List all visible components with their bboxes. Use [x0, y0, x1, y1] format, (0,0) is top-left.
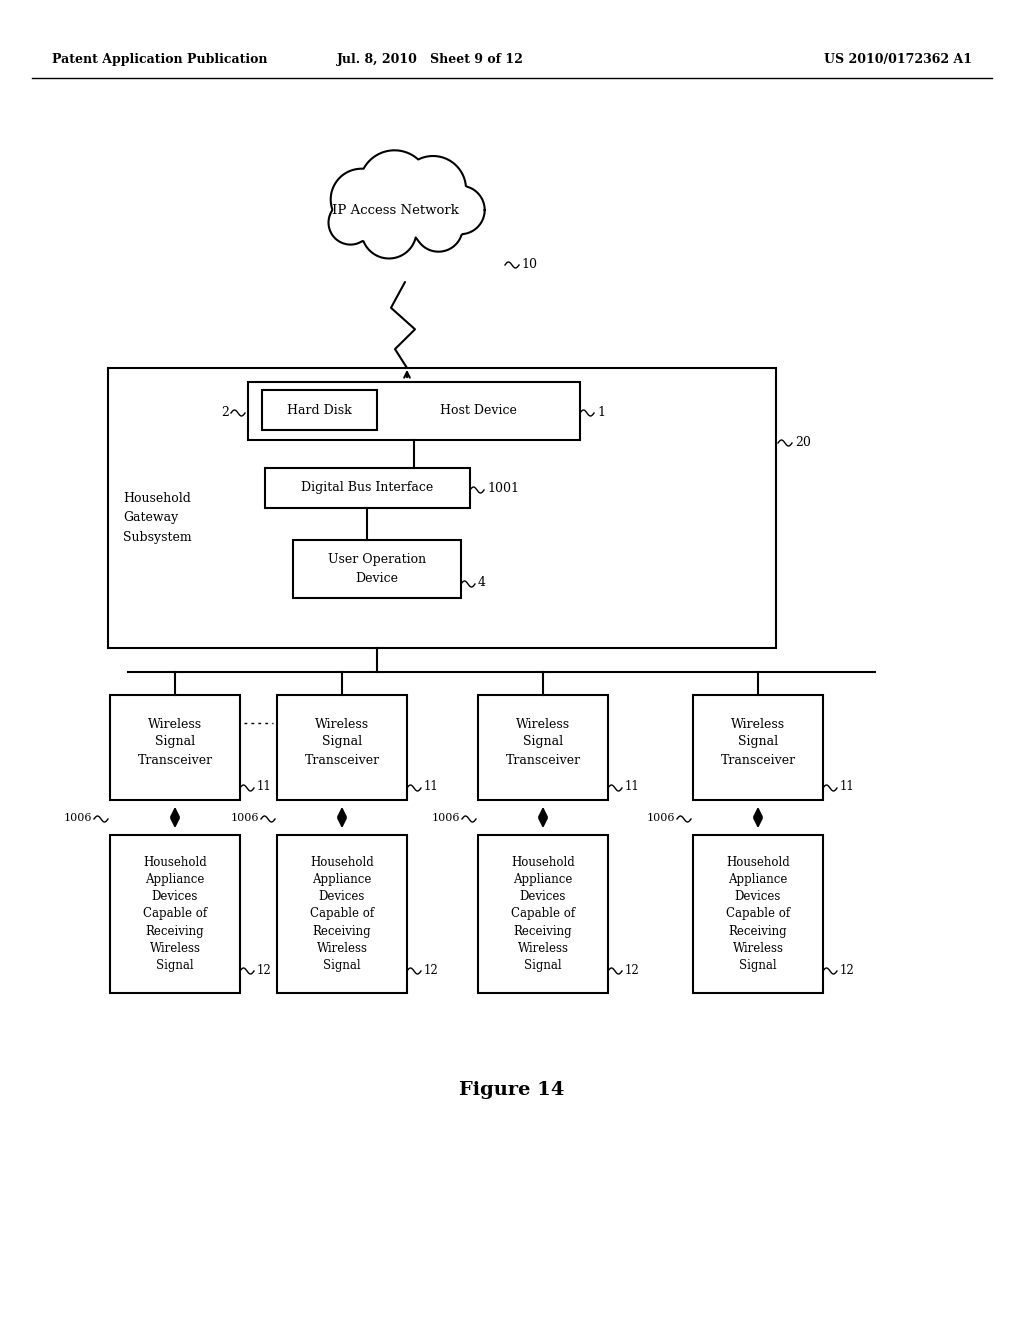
Text: Host Device: Host Device	[439, 404, 516, 417]
Text: Household
Appliance
Devices
Capable of
Receiving
Wireless
Signal: Household Appliance Devices Capable of R…	[511, 857, 575, 972]
Text: 1006: 1006	[63, 813, 92, 822]
Text: Digital Bus Interface: Digital Bus Interface	[301, 482, 433, 495]
Polygon shape	[329, 150, 484, 259]
Text: Household
Appliance
Devices
Capable of
Receiving
Wireless
Signal: Household Appliance Devices Capable of R…	[726, 857, 791, 972]
Text: Wireless
Signal
Transceiver: Wireless Signal Transceiver	[137, 718, 213, 767]
Text: Household
Appliance
Devices
Capable of
Receiving
Wireless
Signal: Household Appliance Devices Capable of R…	[310, 857, 374, 972]
Text: 10: 10	[521, 257, 537, 271]
Text: 1001: 1001	[487, 483, 519, 495]
Bar	[693, 696, 823, 800]
Text: 20: 20	[795, 436, 811, 449]
Text: User Operation
Device: User Operation Device	[328, 553, 426, 585]
Text: 11: 11	[625, 780, 640, 793]
Bar	[248, 381, 580, 440]
Text: 12: 12	[257, 964, 271, 977]
Text: 2: 2	[221, 405, 229, 418]
Text: 1006: 1006	[646, 813, 675, 822]
Text: Patent Application Publication: Patent Application Publication	[52, 54, 267, 66]
Bar	[262, 389, 377, 430]
Bar	[293, 540, 461, 598]
Bar	[478, 696, 608, 800]
Text: 11: 11	[424, 780, 438, 793]
Text: Household
Appliance
Devices
Capable of
Receiving
Wireless
Signal: Household Appliance Devices Capable of R…	[143, 857, 207, 972]
Bar	[478, 836, 608, 993]
Bar	[110, 836, 240, 993]
Bar	[278, 836, 407, 993]
Text: 1006: 1006	[230, 813, 259, 822]
Text: 1: 1	[597, 405, 605, 418]
Text: Household
Gateway
Subsystem: Household Gateway Subsystem	[123, 492, 191, 544]
Text: Wireless
Signal
Transceiver: Wireless Signal Transceiver	[721, 718, 796, 767]
Text: 12: 12	[625, 964, 640, 977]
Bar	[278, 696, 407, 800]
Text: 1006: 1006	[431, 813, 460, 822]
Text: 11: 11	[840, 780, 855, 793]
Bar	[265, 469, 470, 508]
Text: Wireless
Signal
Transceiver: Wireless Signal Transceiver	[506, 718, 581, 767]
Text: Figure 14: Figure 14	[460, 1081, 564, 1100]
Text: 11: 11	[257, 780, 271, 793]
Text: Hard Disk: Hard Disk	[287, 404, 351, 417]
Text: IP Access Network: IP Access Network	[332, 203, 459, 216]
Text: Jul. 8, 2010   Sheet 9 of 12: Jul. 8, 2010 Sheet 9 of 12	[337, 54, 523, 66]
Bar	[108, 368, 776, 648]
Text: 4: 4	[478, 577, 486, 590]
Text: 12: 12	[424, 964, 438, 977]
Bar	[110, 696, 240, 800]
Bar	[693, 836, 823, 993]
Text: 12: 12	[840, 964, 855, 977]
Text: US 2010/0172362 A1: US 2010/0172362 A1	[824, 54, 972, 66]
Text: Wireless
Signal
Transceiver: Wireless Signal Transceiver	[304, 718, 380, 767]
